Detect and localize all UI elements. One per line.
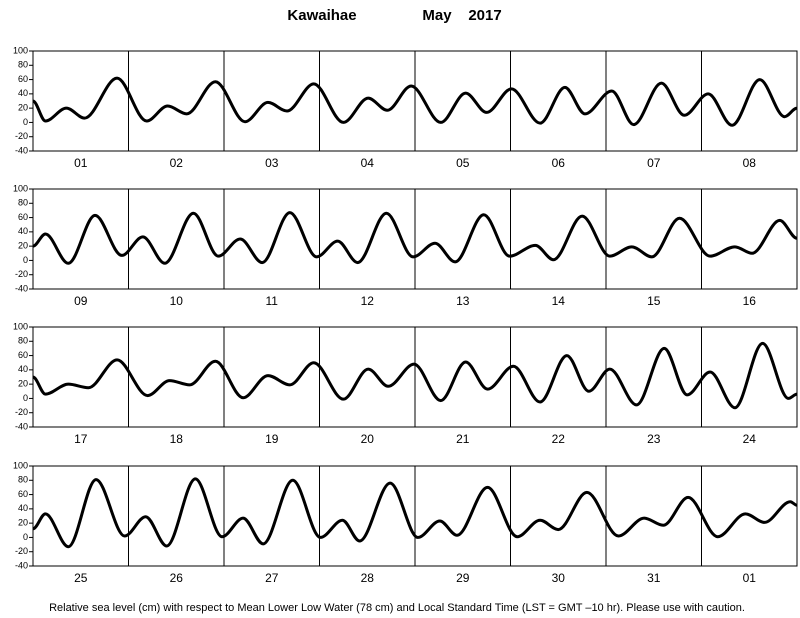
y-tick-label: 20 bbox=[18, 241, 28, 251]
y-tick-label: 20 bbox=[18, 103, 28, 113]
y-tick-label: -20 bbox=[15, 546, 28, 556]
day-label: 03 bbox=[265, 156, 279, 170]
day-label: 24 bbox=[743, 432, 757, 446]
y-tick-label: -40 bbox=[15, 283, 28, 293]
day-label: 07 bbox=[647, 156, 661, 170]
y-tick-label: 60 bbox=[18, 212, 28, 222]
day-label: 28 bbox=[361, 571, 375, 585]
day-label: 17 bbox=[74, 432, 88, 446]
y-tick-label: -20 bbox=[15, 407, 28, 417]
y-tick-label: 40 bbox=[18, 226, 28, 236]
tide-line bbox=[32, 76, 798, 127]
day-label: 27 bbox=[265, 571, 279, 585]
y-tick-label: 40 bbox=[18, 88, 28, 98]
day-label: 20 bbox=[361, 432, 375, 446]
day-label: 30 bbox=[552, 571, 566, 585]
day-label: 26 bbox=[170, 571, 184, 585]
y-tick-label: 60 bbox=[18, 350, 28, 360]
day-label: 01 bbox=[743, 571, 757, 585]
day-label: 21 bbox=[456, 432, 470, 446]
day-label: 06 bbox=[552, 156, 566, 170]
tide-line bbox=[32, 477, 798, 549]
y-tick-label: 80 bbox=[18, 60, 28, 70]
day-label: 25 bbox=[74, 571, 88, 585]
day-label: 04 bbox=[361, 156, 375, 170]
day-label: 09 bbox=[74, 294, 88, 308]
y-tick-label: -20 bbox=[15, 131, 28, 141]
day-label: 23 bbox=[647, 432, 661, 446]
footnote: Relative sea level (cm) with respect to … bbox=[49, 602, 745, 614]
tide-line bbox=[32, 341, 798, 410]
day-label: 05 bbox=[456, 156, 470, 170]
y-tick-label: 40 bbox=[18, 503, 28, 513]
y-tick-label: 0 bbox=[23, 255, 28, 265]
month-title: May bbox=[422, 7, 452, 24]
y-tick-label: -40 bbox=[15, 421, 28, 431]
day-label: 01 bbox=[74, 156, 88, 170]
y-tick-label: 60 bbox=[18, 74, 28, 84]
y-tick-label: -20 bbox=[15, 269, 28, 279]
y-tick-label: 0 bbox=[23, 532, 28, 542]
day-label: 08 bbox=[743, 156, 757, 170]
day-label: 31 bbox=[647, 571, 661, 585]
day-label: 02 bbox=[170, 156, 184, 170]
day-label: 16 bbox=[743, 294, 757, 308]
tide-line bbox=[32, 211, 798, 265]
day-label: 14 bbox=[552, 294, 566, 308]
year-title: 2017 bbox=[468, 7, 501, 24]
day-label: 12 bbox=[361, 294, 375, 308]
y-tick-label: 20 bbox=[18, 518, 28, 528]
y-tick-label: 80 bbox=[18, 336, 28, 346]
day-label: 18 bbox=[170, 432, 184, 446]
y-tick-label: 80 bbox=[18, 475, 28, 485]
y-tick-label: 60 bbox=[18, 489, 28, 499]
day-label: 10 bbox=[170, 294, 184, 308]
day-label: 19 bbox=[265, 432, 279, 446]
y-tick-label: 80 bbox=[18, 198, 28, 208]
y-tick-label: 0 bbox=[23, 393, 28, 403]
y-tick-label: -40 bbox=[15, 145, 28, 155]
y-tick-label: 100 bbox=[13, 183, 28, 193]
day-label: 11 bbox=[266, 294, 279, 308]
day-label: 13 bbox=[456, 294, 470, 308]
y-tick-label: 20 bbox=[18, 379, 28, 389]
y-tick-label: 100 bbox=[13, 460, 28, 470]
day-label: 29 bbox=[456, 571, 470, 585]
day-label: 22 bbox=[552, 432, 566, 446]
y-tick-label: 0 bbox=[23, 117, 28, 127]
day-label: 15 bbox=[647, 294, 661, 308]
y-tick-label: 100 bbox=[13, 45, 28, 55]
y-tick-label: 40 bbox=[18, 364, 28, 374]
station-title: Kawaihae bbox=[287, 7, 356, 24]
y-tick-label: -40 bbox=[15, 560, 28, 570]
y-tick-label: 100 bbox=[13, 321, 28, 331]
